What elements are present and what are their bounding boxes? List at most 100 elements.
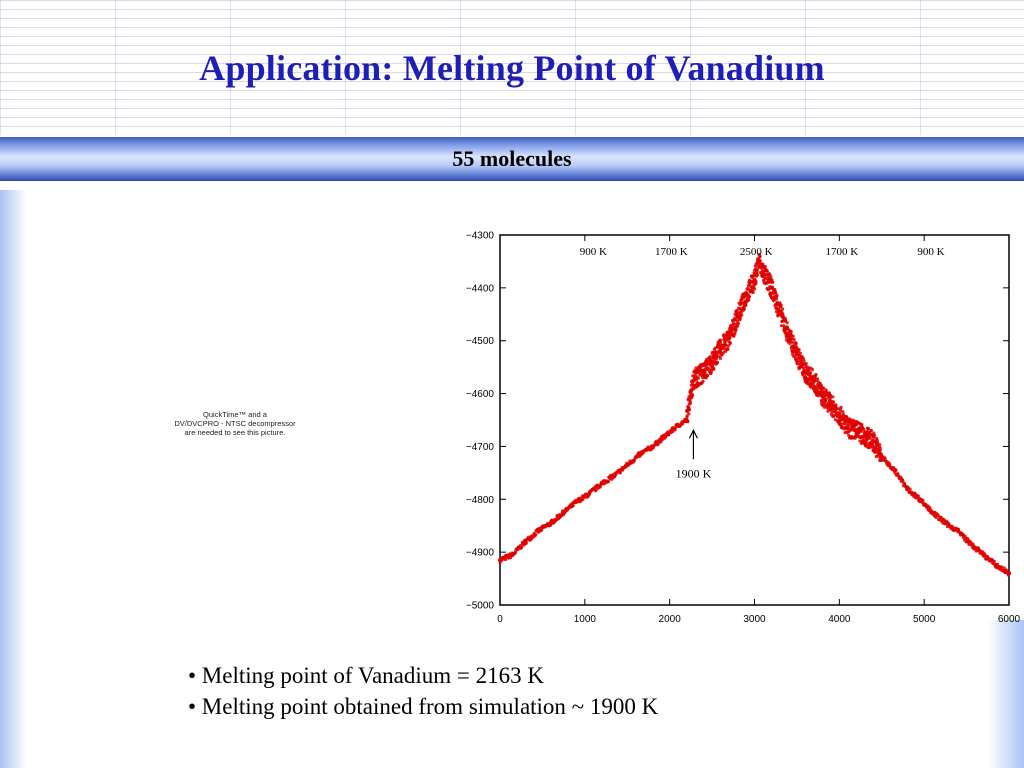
slide-title: Application: Melting Point of Vanadium xyxy=(199,48,825,88)
placeholder-line-2: DV/DVCPRO - NTSC decompressor xyxy=(174,419,296,428)
data-point xyxy=(752,287,757,291)
data-point xyxy=(755,273,760,277)
y-tick-label: −4900 xyxy=(466,548,495,559)
data-point xyxy=(796,359,800,363)
y-tick-label: −4400 xyxy=(466,283,495,294)
data-point xyxy=(859,429,863,433)
data-point xyxy=(798,351,802,355)
data-point xyxy=(775,293,779,298)
left-edge-glow xyxy=(0,190,26,768)
data-point xyxy=(799,359,803,363)
data-point xyxy=(921,498,925,502)
y-tick-label: −4700 xyxy=(466,442,495,453)
data-point xyxy=(791,340,795,345)
data-point xyxy=(571,504,575,508)
data-point xyxy=(540,528,544,532)
slide-subtitle: 55 molecules xyxy=(452,146,572,171)
data-point xyxy=(868,436,872,440)
data-point xyxy=(893,471,897,475)
data-point xyxy=(870,442,875,447)
data-point xyxy=(888,463,892,467)
data-point xyxy=(814,372,818,377)
y-tick-label: −4500 xyxy=(466,336,495,347)
data-point xyxy=(763,264,767,269)
data-point xyxy=(726,347,730,351)
data-point xyxy=(827,391,832,395)
data-point xyxy=(1000,565,1004,569)
x-tick-label: 1000 xyxy=(574,614,597,625)
data-point xyxy=(869,428,873,433)
data-point xyxy=(878,448,882,452)
data-point xyxy=(781,307,785,311)
x-tick-label: 5000 xyxy=(913,614,936,625)
quicktime-placeholder: QuickTime™ and a DV/DVCPRO - NTSC decomp… xyxy=(150,410,320,437)
data-point xyxy=(785,321,789,325)
data-point xyxy=(845,427,849,431)
placeholder-line-3: are needed to see this picture. xyxy=(184,428,286,437)
data-point xyxy=(687,408,691,412)
y-tick-label: −4600 xyxy=(466,389,495,400)
arrow-head xyxy=(688,428,698,439)
data-point xyxy=(738,307,742,311)
data-point xyxy=(810,367,815,372)
data-point xyxy=(808,370,812,375)
header-grid-background xyxy=(0,0,1024,135)
data-point xyxy=(714,357,718,361)
plot-frame xyxy=(499,234,1010,606)
data-point xyxy=(792,337,796,342)
data-point xyxy=(581,497,585,501)
data-point xyxy=(840,425,845,429)
temperature-label: 900 K xyxy=(917,246,944,258)
y-tick-label: −5000 xyxy=(466,601,495,612)
data-point xyxy=(524,541,528,545)
data-point xyxy=(758,259,762,263)
data-point xyxy=(740,313,744,317)
data-point xyxy=(864,442,868,447)
placeholder-line-1: QuickTime™ and a xyxy=(203,410,267,419)
data-point xyxy=(894,468,898,473)
data-point xyxy=(854,434,858,439)
bullet-list: • Melting point of Vanadium = 2163 K • M… xyxy=(188,660,658,722)
data-point xyxy=(879,452,884,456)
temperature-label: 2500 K xyxy=(740,246,773,258)
data-point xyxy=(831,395,835,399)
blue-subtitle-band xyxy=(0,137,1024,181)
data-point xyxy=(797,348,801,352)
data-point xyxy=(839,422,843,426)
data-point xyxy=(1002,566,1006,570)
data-point xyxy=(747,295,752,299)
data-point xyxy=(802,359,806,363)
x-tick-label: 0 xyxy=(497,614,503,625)
data-point xyxy=(896,472,900,476)
data-point xyxy=(815,377,820,381)
data-point xyxy=(718,341,723,345)
data-point xyxy=(734,328,738,332)
data-point xyxy=(878,442,882,447)
data-point xyxy=(701,379,705,383)
data-point xyxy=(841,410,845,414)
data-point xyxy=(687,412,691,416)
data-point xyxy=(860,422,864,427)
data-point xyxy=(742,295,746,299)
temperature-label: 1700 K xyxy=(655,246,688,258)
data-point xyxy=(872,433,877,437)
data-point xyxy=(795,345,799,349)
data-point xyxy=(744,303,748,308)
data-point xyxy=(737,312,741,317)
data-point xyxy=(1007,572,1011,576)
data-point xyxy=(703,371,707,375)
right-edge-glow xyxy=(988,620,1024,768)
x-tick-label: 3000 xyxy=(743,614,766,625)
data-point xyxy=(715,360,720,365)
x-tick-label: 6000 xyxy=(998,614,1021,625)
data-point xyxy=(728,341,732,346)
data-point xyxy=(758,254,762,258)
data-point xyxy=(828,396,832,400)
data-point xyxy=(969,540,973,544)
energy-temperature-chart: 0 1000 2000 3000 4000 5000 6000 −4300 −4400 −4500… xyxy=(466,231,1021,626)
data-point xyxy=(732,321,736,326)
bullet-melting-point-actual: • Melting point of Vanadium = 2163 K xyxy=(188,663,544,688)
data-point xyxy=(736,321,740,325)
bullet-melting-point-simulated: • Melting point obtained from simulation… xyxy=(188,694,659,719)
data-point xyxy=(688,400,692,404)
